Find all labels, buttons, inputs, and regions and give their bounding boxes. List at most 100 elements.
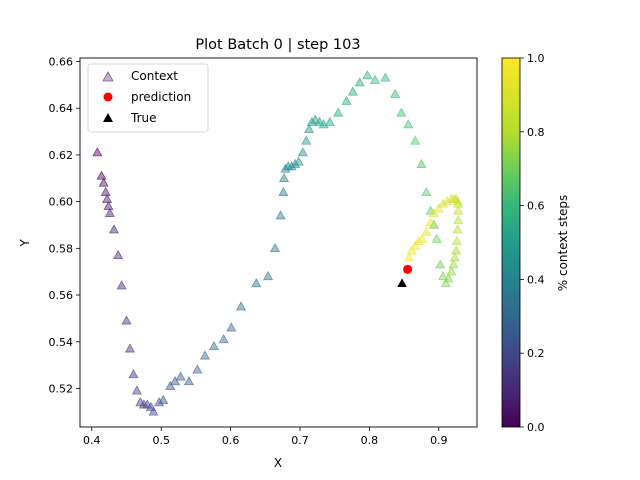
- x-tick-label: 0.6: [222, 434, 240, 447]
- context-point: [435, 259, 446, 269]
- context-point: [158, 394, 169, 404]
- context-point: [165, 380, 176, 390]
- context-point: [453, 214, 464, 225]
- context-point: [218, 333, 229, 344]
- context-point: [226, 322, 237, 332]
- true-point: [397, 278, 407, 287]
- context-point: [396, 107, 407, 117]
- context-point: [124, 343, 136, 353]
- y-tick-label: 0.62: [49, 149, 74, 162]
- x-tick-label: 0.8: [361, 434, 379, 447]
- y-tick-label: 0.56: [49, 289, 74, 302]
- colorbar-gradient: [502, 58, 520, 427]
- context-point: [121, 315, 132, 325]
- context-point: [453, 205, 464, 215]
- context-point: [98, 177, 109, 187]
- context-point: [269, 242, 281, 253]
- context-point: [449, 252, 460, 262]
- context-point: [333, 107, 344, 117]
- context-point: [390, 88, 401, 98]
- legend-marker-context: [102, 71, 114, 82]
- prediction-point: [403, 264, 413, 274]
- x-axis-ticks: 0.4 0.5 0.6 0.7 0.8 0.9: [83, 427, 448, 447]
- context-point: [102, 193, 113, 204]
- legend-label-true: True: [130, 111, 157, 125]
- context-point: [403, 252, 415, 262]
- context-point: [104, 207, 115, 218]
- context-point: [324, 116, 335, 126]
- colorbar: 0.0 0.2 0.4 0.6 0.8 1.0 % context steps: [501, 52, 570, 434]
- chart-title: Plot Batch 0 | step 103: [195, 37, 360, 53]
- context-point: [452, 224, 463, 234]
- context-point: [362, 70, 373, 80]
- legend-label-context: Context: [131, 69, 178, 83]
- x-tick-label: 0.4: [83, 434, 101, 447]
- context-point: [263, 270, 274, 281]
- legend-marker-true: [103, 113, 113, 122]
- x-tick-label: 0.7: [291, 434, 309, 447]
- context-point: [116, 280, 127, 290]
- context-point: [148, 406, 159, 416]
- colorbar-ticks: 0.0 0.2 0.4 0.6 0.8 1.0: [520, 52, 545, 434]
- context-point: [437, 198, 449, 208]
- context-point: [421, 186, 432, 196]
- y-tick-label: 0.60: [49, 196, 74, 209]
- y-tick-label: 0.54: [49, 336, 74, 349]
- context-point: [451, 235, 462, 246]
- legend-marker-prediction: [103, 92, 113, 102]
- plot-area: 0.4 0.5 0.6 0.7 0.8 0.9 0.520.540.560.580.600…: [49, 56, 478, 447]
- context-point: [96, 170, 107, 180]
- context-point: [92, 147, 103, 157]
- y-tick-label: 0.66: [49, 56, 74, 69]
- context-point: [369, 74, 381, 84]
- context-point: [208, 340, 220, 351]
- context-point: [297, 147, 308, 157]
- context-point: [301, 135, 312, 145]
- context-point: [100, 186, 111, 196]
- context-point: [175, 371, 186, 381]
- context-point: [183, 376, 195, 386]
- colorbar-frame: [501, 57, 521, 428]
- context-point: [446, 266, 457, 276]
- x-axis-label: X: [274, 456, 282, 470]
- context-point: [443, 273, 454, 283]
- context-point: [347, 86, 358, 96]
- context-point: [410, 240, 421, 250]
- context-point: [380, 72, 391, 82]
- context-point: [103, 200, 114, 211]
- context-point: [279, 172, 290, 182]
- context-point: [448, 259, 459, 269]
- context-point: [278, 186, 289, 196]
- y-axis-ticks: 0.52 0.54 0.56 0.58 0.60 0.62 0.64 0.66: [49, 56, 80, 395]
- colorbar-tick-label: 0.4: [527, 273, 545, 286]
- colorbar-tick-label: 0.0: [527, 421, 545, 434]
- colorbar-tick-label: 1.0: [527, 52, 545, 65]
- context-point: [170, 376, 181, 386]
- context-point: [406, 245, 417, 255]
- context-point: [341, 95, 352, 105]
- context-point: [113, 249, 124, 260]
- context-point: [235, 301, 247, 311]
- context-point: [108, 224, 120, 234]
- context-point: [128, 369, 139, 379]
- legend-label-prediction: prediction: [131, 90, 191, 104]
- context-point: [433, 203, 444, 213]
- context-point: [431, 233, 442, 243]
- x-tick-label: 0.9: [430, 434, 448, 447]
- context-point: [428, 207, 440, 218]
- context-point: [251, 277, 262, 288]
- context-point: [199, 350, 210, 360]
- colorbar-tick-label: 0.8: [527, 126, 545, 139]
- context-point: [192, 364, 203, 374]
- y-tick-label: 0.52: [49, 382, 74, 395]
- context-point: [437, 270, 449, 281]
- context-point: [451, 245, 462, 255]
- context-point: [293, 156, 304, 166]
- axes-frame: [79, 57, 478, 428]
- context-point: [354, 77, 365, 87]
- scatter-points: [92, 70, 464, 416]
- legend-box: [87, 63, 209, 133]
- y-axis-label: Y: [18, 239, 32, 248]
- context-point: [421, 226, 432, 236]
